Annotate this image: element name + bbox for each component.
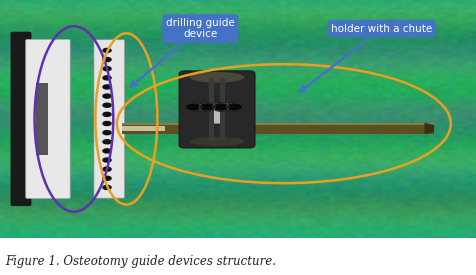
Circle shape bbox=[103, 167, 111, 171]
Ellipse shape bbox=[189, 137, 244, 146]
Circle shape bbox=[185, 103, 201, 111]
Circle shape bbox=[103, 140, 111, 144]
Circle shape bbox=[103, 122, 111, 125]
Circle shape bbox=[198, 103, 215, 111]
Circle shape bbox=[103, 176, 111, 180]
Circle shape bbox=[103, 149, 111, 153]
FancyBboxPatch shape bbox=[179, 71, 254, 148]
Circle shape bbox=[103, 94, 111, 98]
Circle shape bbox=[103, 103, 111, 107]
FancyBboxPatch shape bbox=[26, 40, 70, 198]
Circle shape bbox=[103, 48, 111, 53]
FancyBboxPatch shape bbox=[207, 103, 226, 108]
Ellipse shape bbox=[189, 72, 244, 83]
Text: Figure 1. Osteotomy guide devices structure.: Figure 1. Osteotomy guide devices struct… bbox=[5, 255, 275, 268]
Text: drilling guide
device: drilling guide device bbox=[130, 18, 234, 87]
FancyBboxPatch shape bbox=[36, 83, 48, 155]
FancyBboxPatch shape bbox=[11, 32, 31, 206]
Circle shape bbox=[103, 185, 111, 189]
FancyBboxPatch shape bbox=[208, 78, 213, 140]
Circle shape bbox=[103, 131, 111, 135]
Circle shape bbox=[103, 57, 111, 62]
Polygon shape bbox=[424, 123, 433, 134]
Circle shape bbox=[103, 76, 111, 80]
Circle shape bbox=[103, 112, 111, 116]
FancyBboxPatch shape bbox=[121, 123, 433, 134]
FancyBboxPatch shape bbox=[220, 78, 225, 140]
Text: holder with a chute: holder with a chute bbox=[299, 24, 431, 92]
FancyBboxPatch shape bbox=[121, 123, 433, 125]
Circle shape bbox=[226, 103, 242, 111]
FancyBboxPatch shape bbox=[94, 40, 124, 198]
Circle shape bbox=[103, 158, 111, 162]
FancyBboxPatch shape bbox=[121, 126, 164, 131]
Circle shape bbox=[103, 85, 111, 89]
Circle shape bbox=[103, 67, 111, 71]
Circle shape bbox=[212, 103, 228, 111]
FancyBboxPatch shape bbox=[211, 106, 222, 123]
